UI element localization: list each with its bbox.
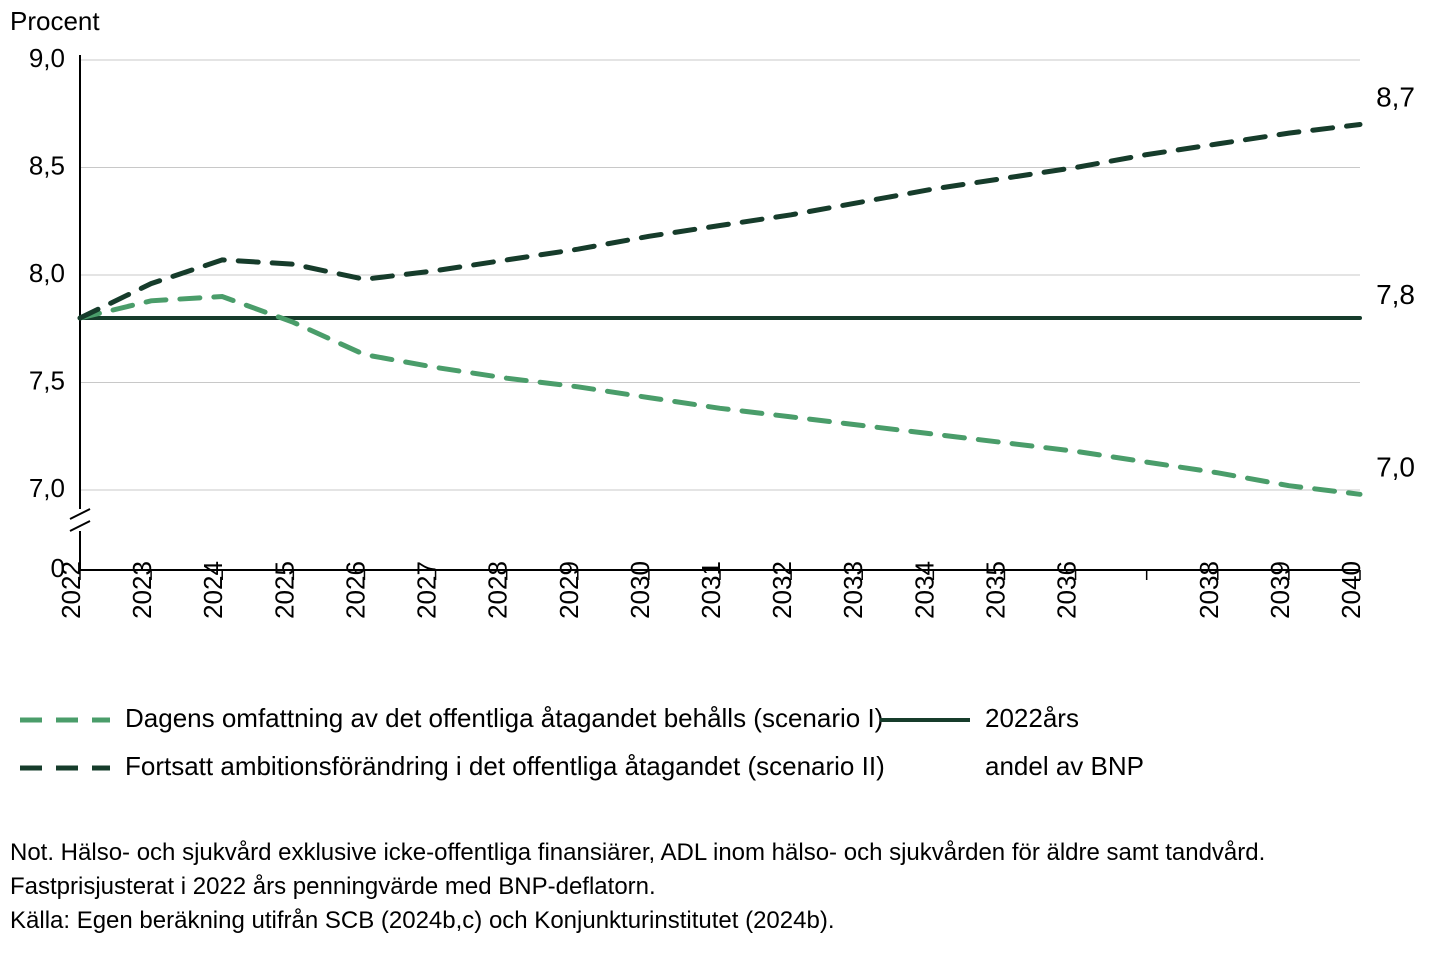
x-tick-label: 2034: [909, 561, 939, 619]
legend-label: 2022års: [985, 703, 1079, 733]
legend-label: Dagens omfattning av det offentliga åtag…: [125, 703, 883, 733]
x-tick-label: 2033: [838, 561, 868, 619]
x-tick-label: 2022: [56, 561, 86, 619]
chart-container: Procent7,07,58,08,59,0020222023202420252…: [0, 0, 1430, 969]
legend-label: Fortsatt ambitionsförändring i det offen…: [125, 751, 885, 781]
footnote: Källa: Egen beräkning utifrån SCB (2024b…: [10, 907, 834, 934]
series-end-label: 8,7: [1376, 82, 1415, 113]
x-tick-label: 2038: [1194, 561, 1224, 619]
x-tick-label: 2024: [198, 561, 228, 619]
series-end-label: 7,8: [1376, 279, 1415, 310]
x-tick-label: 2025: [269, 561, 299, 619]
series-end-label: 7,0: [1376, 451, 1415, 482]
axis-break: [70, 521, 90, 531]
footnote: Not. Hälso- och sjukvård exklusive icke-…: [10, 839, 1265, 866]
x-tick-label: 2027: [412, 561, 442, 619]
x-tick-label: 2029: [554, 561, 584, 619]
y-tick-label: 8,5: [29, 150, 65, 180]
x-tick-label: 2040: [1336, 561, 1366, 619]
x-tick-label: 2036: [1052, 561, 1082, 619]
y-tick-label: 7,5: [29, 365, 65, 395]
x-tick-label: 2026: [340, 561, 370, 619]
footnote: Fastprisjusterat i 2022 års penningvärde…: [10, 873, 656, 900]
x-tick-label: 2032: [767, 561, 797, 619]
y-axis-title: Procent: [10, 6, 100, 36]
axis-break: [70, 509, 90, 519]
y-tick-label: 7,0: [29, 473, 65, 503]
y-tick-label: 9,0: [29, 43, 65, 73]
chart-svg: Procent7,07,58,08,59,0020222023202420252…: [0, 0, 1430, 969]
x-tick-label: 2028: [483, 561, 513, 619]
x-tick-label: 2023: [127, 561, 157, 619]
series-scenario2: [80, 125, 1360, 319]
x-tick-label: 2039: [1265, 561, 1295, 619]
y-tick-label: 8,0: [29, 258, 65, 288]
x-tick-label: 2031: [696, 561, 726, 619]
series-scenario1: [80, 297, 1360, 495]
x-tick-label: 2030: [625, 561, 655, 619]
x-tick-label: 2035: [980, 561, 1010, 619]
legend-label: andel av BNP: [985, 751, 1144, 781]
